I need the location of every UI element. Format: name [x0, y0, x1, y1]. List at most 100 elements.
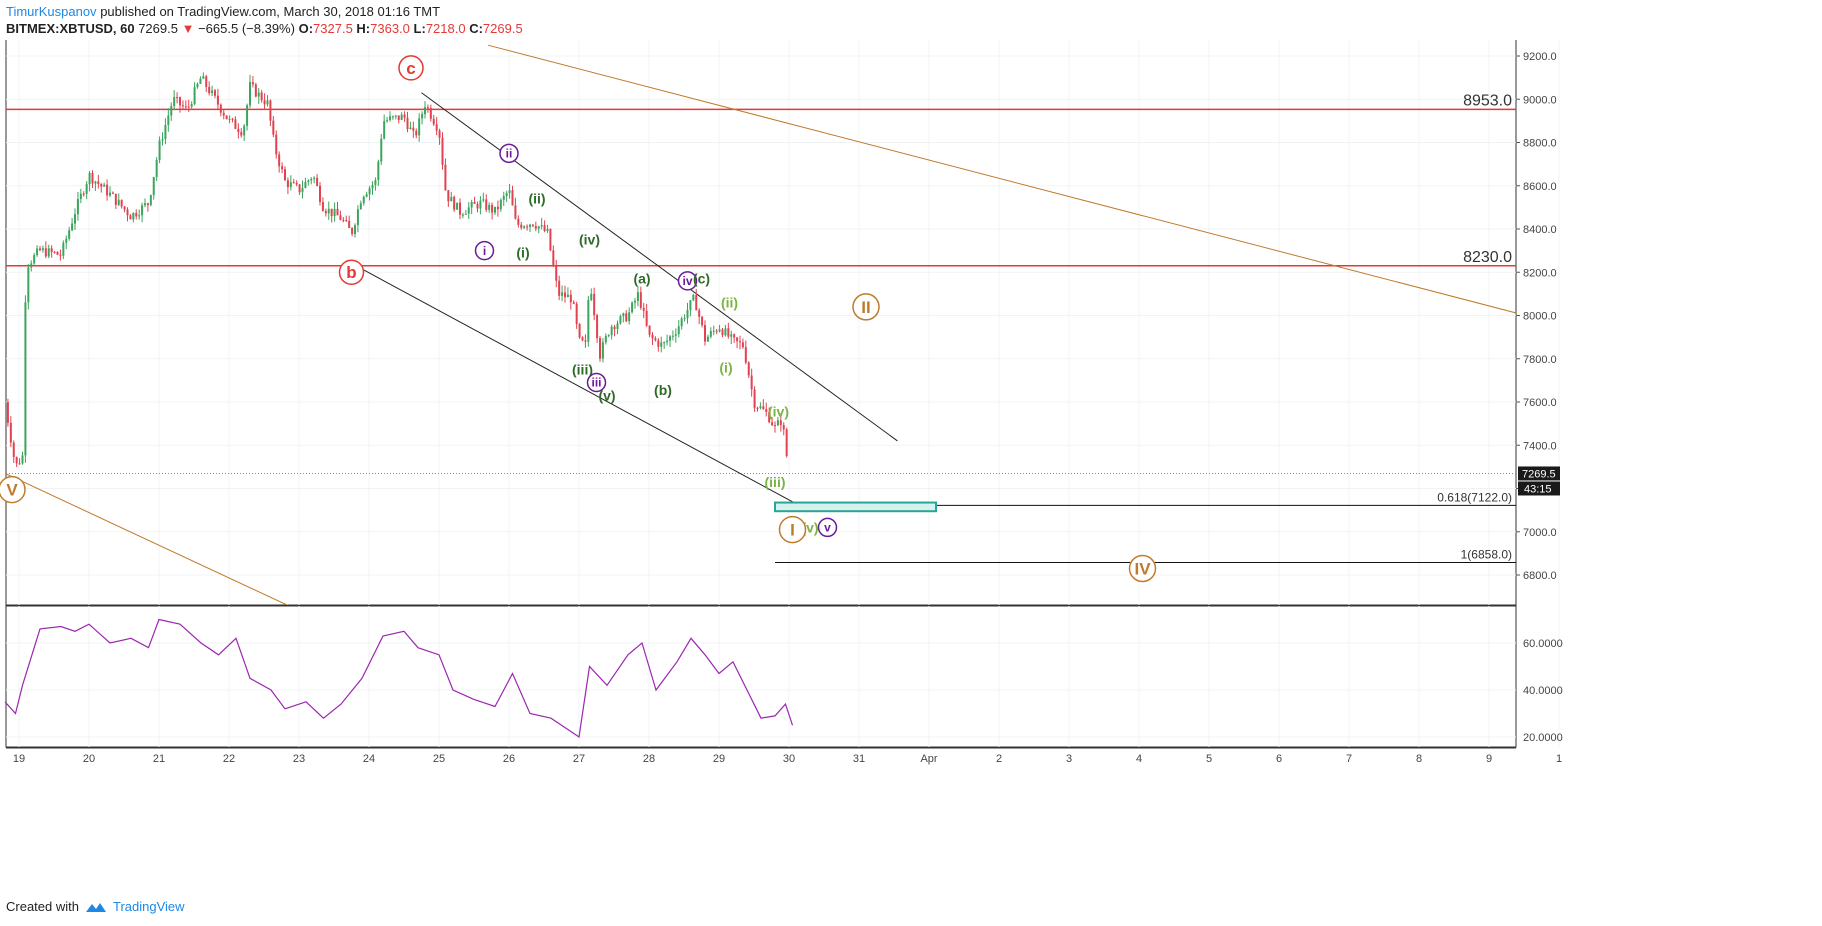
candle-body: [94, 181, 97, 184]
candle-body: [324, 210, 327, 214]
candle-body: [765, 409, 768, 412]
close-value: 7269.5: [482, 21, 523, 36]
wave-label-text: (ii): [528, 191, 545, 207]
candle-body: [450, 196, 453, 202]
tradingview-brand-link[interactable]: TradingView: [112, 899, 185, 914]
candle-body: [715, 330, 718, 332]
low-value: 7218.0: [425, 21, 466, 36]
candle-body: [701, 316, 704, 326]
candle-body: [377, 161, 380, 181]
candle-body: [631, 302, 634, 313]
candle-body: [146, 203, 149, 206]
candle-body: [534, 226, 537, 229]
candle-body: [470, 202, 473, 208]
candle-body: [546, 228, 549, 232]
candle-body: [736, 337, 739, 342]
candle-body: [327, 208, 330, 214]
candle-body: [307, 180, 310, 182]
candle-body: [39, 248, 41, 251]
candle-body: [523, 226, 526, 228]
candle-body: [18, 463, 21, 465]
candle-body: [666, 340, 669, 343]
candle-body: [30, 263, 33, 268]
candle-body: [231, 118, 234, 120]
author-link[interactable]: TimurKuspanov: [6, 4, 97, 19]
candle-body: [216, 95, 219, 105]
candle-body: [289, 182, 292, 188]
wave-label-text: (i): [516, 245, 529, 261]
candle-body: [587, 299, 590, 342]
candle-body: [756, 407, 759, 409]
y-tick-label: 8600.0: [1523, 181, 1557, 193]
candle-body: [333, 208, 336, 217]
x-tick-label: 23: [293, 753, 305, 765]
high-label: H:: [356, 21, 371, 36]
chart-header: TimurKuspanov published on TradingView.c…: [6, 3, 523, 37]
candle-body: [202, 76, 205, 79]
candle-body: [286, 180, 289, 188]
wave-label-text: (iii): [572, 361, 593, 377]
candle-body: [514, 205, 517, 219]
candle-body: [730, 334, 733, 337]
candle-body: [531, 224, 534, 227]
y-tick-label: 9200.0: [1523, 51, 1557, 63]
candle-body: [660, 342, 663, 347]
candle-body: [581, 337, 584, 341]
candle-body: [225, 115, 228, 120]
candle-body: [190, 104, 193, 107]
candle-body: [680, 318, 683, 327]
candle-body: [281, 166, 284, 170]
x-tick-label: 21: [153, 753, 165, 765]
candle-body: [543, 225, 546, 232]
candle-body: [607, 335, 610, 337]
candle-body: [686, 310, 689, 319]
candle-body: [348, 220, 351, 228]
candle-body: [339, 215, 342, 220]
y-tick-label: 9000.0: [1523, 94, 1557, 106]
candle-body: [753, 389, 756, 408]
candle-body: [374, 180, 377, 186]
footer: Created with TradingView: [6, 899, 185, 914]
candle-body: [269, 100, 272, 121]
level-label: 8230.0: [1463, 249, 1512, 266]
candle-body: [698, 310, 701, 317]
rsi-line: [4, 618, 794, 739]
candle-body: [683, 318, 686, 320]
wave-label-text: (v): [598, 387, 615, 403]
x-tick-label: 20: [83, 753, 95, 765]
candle-body: [467, 207, 470, 214]
candle-body: [517, 218, 520, 225]
candle-body: [552, 250, 555, 266]
x-tick-label: 28: [643, 753, 655, 765]
wave-label-text: (a): [633, 271, 650, 287]
candle-body: [71, 223, 74, 231]
candle-body: [549, 228, 552, 251]
candle-body: [426, 107, 429, 109]
candle-body: [639, 292, 642, 308]
x-tick-label: 25: [433, 753, 445, 765]
candle-body: [278, 154, 281, 167]
candle-body: [669, 336, 671, 341]
candle-body: [214, 90, 216, 96]
candle-body: [292, 182, 295, 184]
candle-body: [173, 97, 176, 107]
y-tick-label: 7600.0: [1523, 397, 1557, 409]
symbol-label[interactable]: BITMEX:XBTUSD, 60: [6, 21, 135, 36]
candle-body: [759, 406, 762, 408]
price-change: −665.5 (−8.39%): [198, 21, 295, 36]
candle-body: [205, 76, 208, 87]
created-with-text: Created with: [6, 899, 79, 914]
candle-body: [421, 114, 424, 119]
candle-body: [695, 294, 698, 311]
candle-body: [141, 205, 144, 216]
candle-body: [304, 181, 307, 188]
candle-body: [167, 115, 170, 126]
candle-body: [103, 184, 106, 187]
wave-label-circle: [586, 372, 607, 393]
candle-body: [590, 293, 593, 300]
chart-area[interactable]: 19 20 21 22 23 24 25 26 27 28 29 30 31 Apr 2 3 4 5 6 7 8 9 192…: [0, 40, 1822, 892]
candle-body: [59, 254, 62, 256]
candle-body: [234, 119, 237, 129]
candle-body: [88, 172, 91, 185]
low-label: L:: [413, 21, 426, 36]
